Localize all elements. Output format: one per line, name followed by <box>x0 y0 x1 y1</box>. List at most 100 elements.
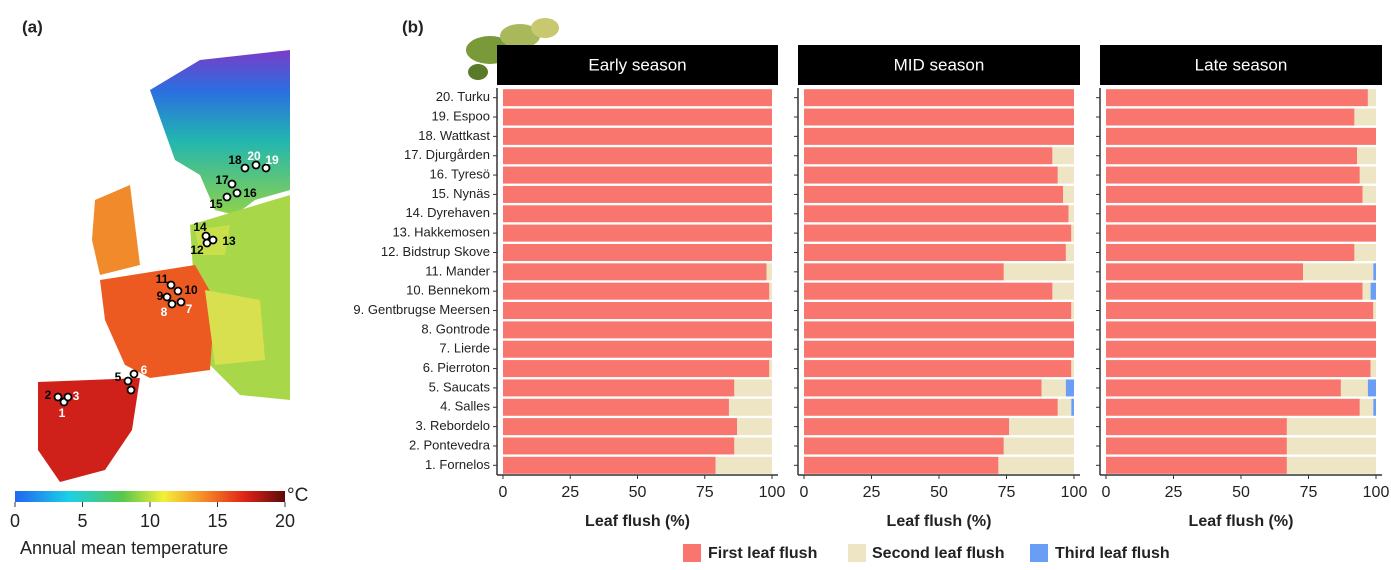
x-tick-label: 75 <box>1300 484 1318 501</box>
map <box>38 50 290 482</box>
site-label: 4 <box>138 384 145 398</box>
legend-label: First leaf flush <box>708 545 817 562</box>
facet-strip <box>497 45 778 85</box>
bar-segment <box>1367 379 1376 397</box>
x-axis-label: Leaf flush (%) <box>887 513 992 530</box>
site-label: 16 <box>243 186 257 200</box>
bar-segment <box>1106 205 1376 223</box>
site-label: 5 <box>115 370 122 384</box>
bar-segment <box>1106 185 1363 203</box>
bar-segment <box>804 282 1053 300</box>
bar-segment <box>1106 302 1374 320</box>
site-label: 7 <box>186 302 193 316</box>
y-tick-label: 7. Lierde <box>439 341 490 356</box>
bar-segment <box>503 127 772 145</box>
x-tick-label: 50 <box>930 484 948 501</box>
y-tick-label: 2. Pontevedra <box>409 437 491 452</box>
bar-segment <box>1106 398 1360 416</box>
site-label: 11 <box>156 272 169 286</box>
y-tick-label: 18. Wattkast <box>418 128 490 143</box>
bar-segment <box>1106 321 1376 339</box>
site-marker <box>63 392 73 402</box>
colorbar-tick-label: 0 <box>10 511 20 531</box>
legend-swatch <box>848 544 866 562</box>
colorbar <box>15 491 285 502</box>
bar-segment <box>503 166 772 184</box>
site-label: 3 <box>73 389 80 403</box>
x-tick-label: 0 <box>499 484 508 501</box>
map-region <box>100 265 215 378</box>
bar-segment <box>1367 89 1376 107</box>
bar-segment <box>503 185 772 203</box>
bar-segment <box>1354 108 1376 126</box>
bar-segment <box>503 456 716 474</box>
bar-segment <box>503 437 735 455</box>
bar-segment <box>1106 147 1358 165</box>
y-tick-label: 20. Turku <box>436 89 490 104</box>
bar-segment <box>1106 166 1360 184</box>
colorbar-tick-label: 5 <box>77 511 87 531</box>
site-label: 6 <box>141 363 148 377</box>
bar-segment <box>1057 166 1074 184</box>
bar-segment <box>728 398 772 416</box>
bar-segment <box>503 205 772 223</box>
site-marker <box>201 231 211 241</box>
bar-segment <box>1362 282 1371 300</box>
bar-segment <box>503 263 767 281</box>
bar-segment <box>1359 398 1374 416</box>
y-tick-label: 11. Mander <box>425 263 490 278</box>
bar-segment <box>503 282 770 300</box>
bar-segment <box>1362 185 1376 203</box>
bar-segment <box>737 418 772 436</box>
bar-segment <box>1106 360 1371 378</box>
y-tick-label: 6. Pierroton <box>423 360 490 375</box>
bar-segment <box>503 379 735 397</box>
bar-segment <box>804 398 1058 416</box>
bar-segment <box>804 302 1072 320</box>
bar-segment <box>1106 379 1341 397</box>
site-marker <box>166 280 176 290</box>
bar-segment <box>1041 379 1066 397</box>
x-axis-label: Leaf flush (%) <box>1189 513 1294 530</box>
bar-segment <box>503 340 772 358</box>
bar-segment <box>1373 263 1376 281</box>
bar-segment <box>1106 263 1304 281</box>
bar-segment <box>1286 437 1376 455</box>
x-tick-label: 25 <box>561 484 579 501</box>
bar-segment <box>1373 302 1376 320</box>
map-region <box>38 378 140 482</box>
bar-segment <box>804 456 999 474</box>
colorbar-unit: °C <box>287 485 308 506</box>
panel-label: (a) <box>22 17 43 36</box>
site-marker <box>251 160 261 170</box>
facet-title: Late season <box>1195 55 1288 74</box>
bar-segment <box>1052 147 1074 165</box>
site-label: 18 <box>228 153 242 167</box>
bar-segment <box>503 224 772 242</box>
bar-segment <box>804 108 1074 126</box>
bar-segment <box>1357 147 1376 165</box>
site-marker <box>208 235 218 245</box>
y-tick-label: 4. Salles <box>440 399 490 414</box>
facet-title: MID season <box>894 55 985 74</box>
x-tick-label: 50 <box>629 484 647 501</box>
bar-segment <box>1106 456 1287 474</box>
bar-segment <box>804 205 1069 223</box>
y-tick-label: 12. Bidstrup Skove <box>381 244 490 259</box>
x-tick-label: 100 <box>1363 484 1390 501</box>
bar-segment <box>769 360 772 378</box>
legend-swatch <box>683 544 701 562</box>
x-tick-label: 0 <box>1102 484 1111 501</box>
x-tick-label: 25 <box>1165 484 1183 501</box>
bar-segment <box>1286 456 1376 474</box>
y-tick-label: 15. Nynäs <box>431 186 490 201</box>
bar-segment <box>1068 205 1074 223</box>
y-tick-label: 14. Dyrehaven <box>405 205 490 220</box>
bar-segment <box>1065 379 1074 397</box>
site-marker <box>227 179 237 189</box>
site-label: 2 <box>45 388 52 402</box>
site-marker <box>53 392 63 402</box>
map-region <box>150 50 290 215</box>
